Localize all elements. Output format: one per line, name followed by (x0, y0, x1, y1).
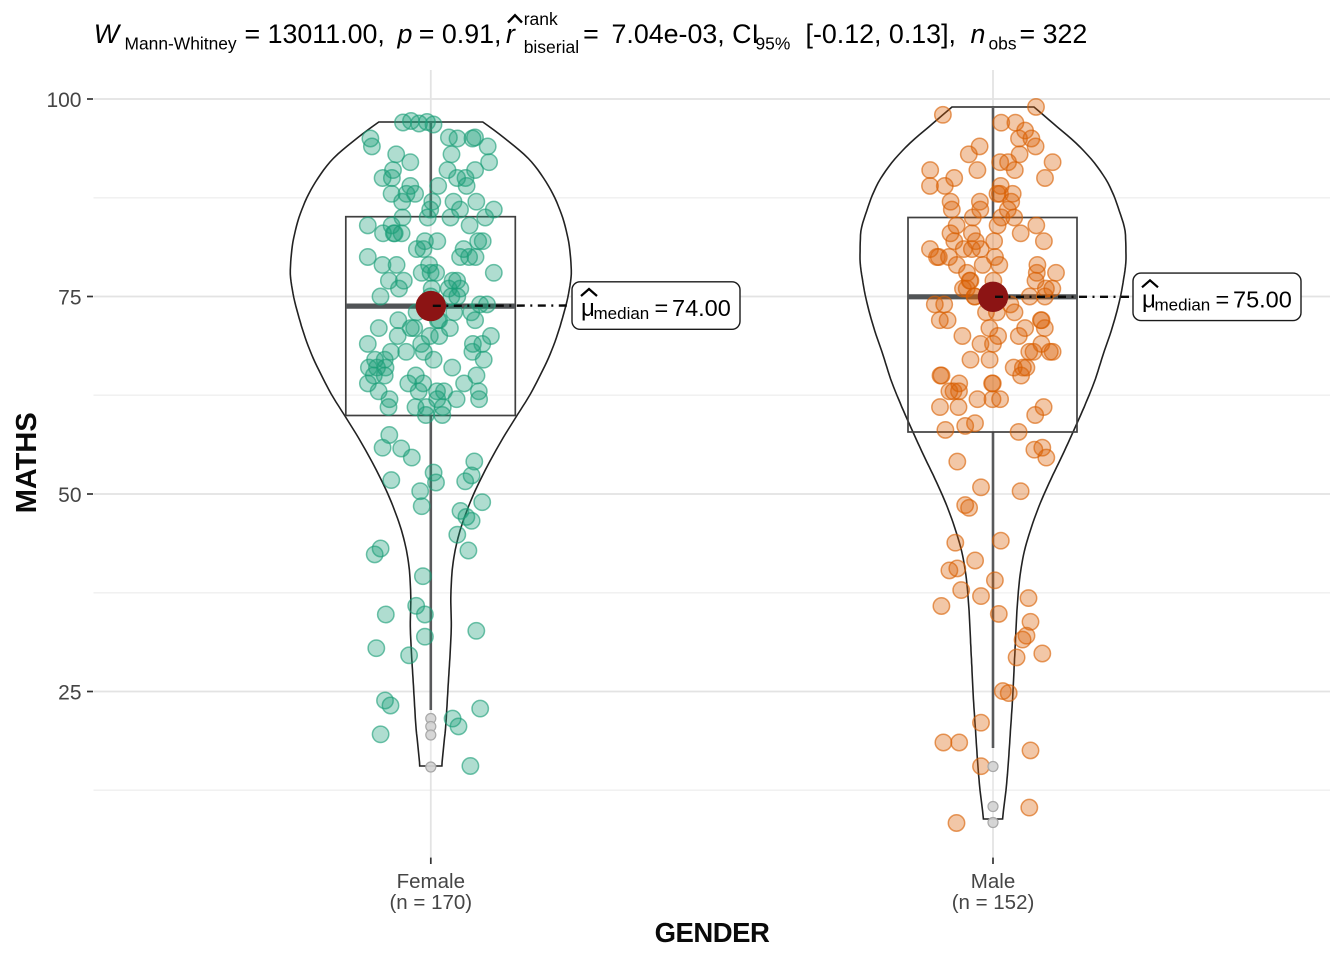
svg-text:MATHS: MATHS (11, 412, 43, 513)
svg-text:biserial: biserial (524, 37, 579, 57)
svg-text:Male: Male (971, 870, 1015, 893)
svg-text:Female: Female (397, 870, 465, 893)
svg-text:(n = 170): (n = 170) (389, 891, 472, 914)
svg-text:=: = (655, 295, 669, 321)
svg-text:100: 100 (46, 89, 81, 112)
svg-text:μ: μ (1142, 286, 1156, 313)
svg-text:median: median (1155, 295, 1211, 314)
svg-text:μ: μ (581, 295, 595, 322)
svg-text:W= 13011.00,p= 0.91,r=7.04e-03: W = 13011.00, p = 0.91, r = 7.04e-03, CI [-0.12… (94, 19, 1088, 49)
svg-text:74.00: 74.00 (672, 295, 731, 321)
svg-text:75: 75 (58, 287, 81, 310)
svg-text:GENDER: GENDER (655, 917, 770, 948)
svg-text:50: 50 (58, 484, 81, 507)
svg-text:=: = (1216, 286, 1230, 312)
svg-text:25: 25 (58, 682, 81, 705)
svg-text:(n = 152): (n = 152) (952, 891, 1035, 914)
svg-text:rank: rank (524, 9, 558, 29)
svg-text:median: median (594, 304, 650, 323)
svg-text:75.00: 75.00 (1233, 286, 1292, 312)
